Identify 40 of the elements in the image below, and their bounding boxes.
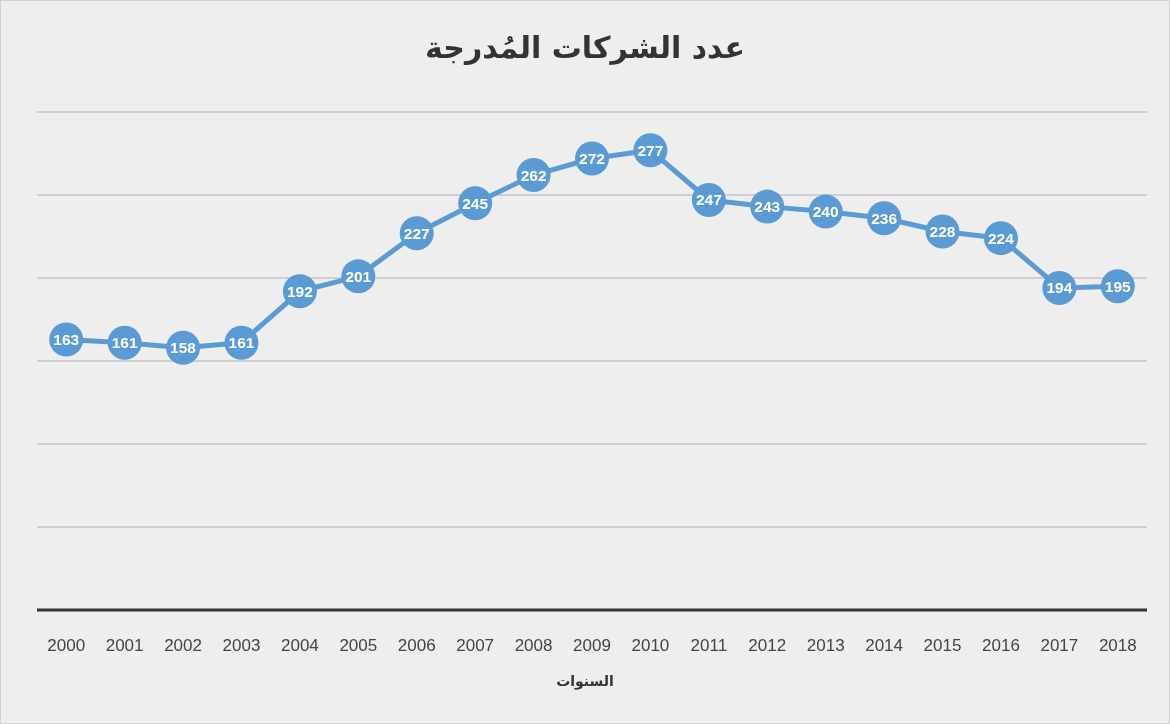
x-tick-label: 2009 (573, 636, 611, 655)
data-label: 194 (1046, 279, 1073, 297)
x-tick-label: 2005 (339, 636, 378, 655)
x-tick-label: 2001 (105, 636, 144, 655)
chart-title: عدد الشركات المُدرجة (425, 30, 745, 65)
data-label: 245 (462, 194, 489, 212)
data-label: 161 (111, 334, 138, 352)
x-tick-label: 2000 (47, 636, 86, 655)
x-tick-label: 2004 (280, 636, 319, 655)
data-label: 227 (403, 224, 430, 242)
data-label: 277 (637, 141, 664, 159)
data-label: 161 (228, 334, 255, 352)
x-axis-title: السنوات (556, 673, 614, 690)
data-label: 240 (812, 203, 839, 221)
x-tick-label: 2011 (690, 636, 728, 655)
data-label: 163 (53, 330, 80, 348)
x-tick-label: 2008 (514, 636, 553, 655)
data-label: 224 (988, 229, 1015, 247)
data-label: 158 (170, 339, 197, 357)
x-tick-label: 2007 (456, 636, 495, 655)
x-tick-label: 2006 (397, 636, 436, 655)
x-tick-label: 2016 (982, 636, 1020, 655)
data-label: 195 (1104, 277, 1132, 295)
data-label: 192 (286, 282, 313, 300)
x-tick-label: 2017 (1040, 636, 1079, 655)
x-tick-label: 2003 (222, 636, 261, 655)
data-label: 236 (871, 209, 898, 227)
data-label: 201 (345, 267, 372, 285)
data-label: 247 (695, 191, 722, 209)
data-label: 272 (579, 149, 605, 167)
x-tick-label: 2012 (748, 636, 787, 655)
data-label: 262 (520, 166, 547, 184)
x-tick-label: 2015 (923, 636, 962, 655)
x-tick-label: 2013 (806, 636, 845, 655)
data-label: 243 (754, 198, 781, 216)
x-tick-label: 2002 (164, 636, 202, 655)
x-tick-label: 2014 (865, 636, 904, 655)
x-tick-label: 2018 (1098, 636, 1137, 655)
data-label: 228 (929, 223, 956, 241)
x-tick-label: 2010 (631, 636, 670, 655)
